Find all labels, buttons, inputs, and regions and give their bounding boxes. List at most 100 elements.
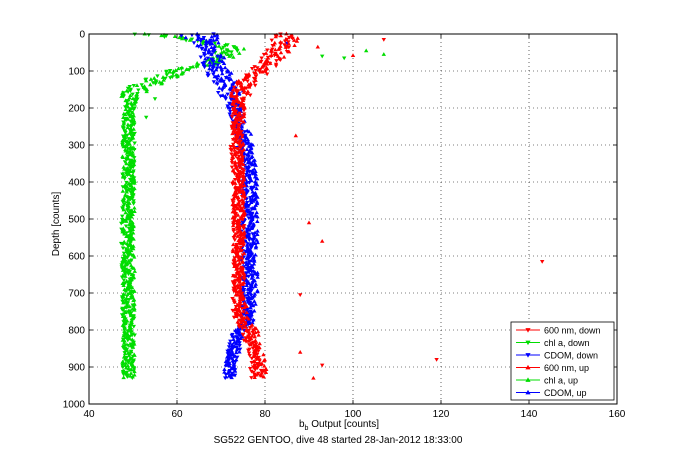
data-point [128,371,134,375]
data-point [125,104,131,109]
data-point [245,141,250,145]
data-point [127,260,132,265]
data-point [125,268,131,273]
data-point [228,77,234,81]
data-point [234,246,240,251]
data-point [255,214,260,219]
data-point [232,365,237,370]
data-point [245,249,251,254]
legend-marker [525,377,531,382]
data-point [235,169,241,174]
data-point [229,366,234,371]
data-point [221,79,226,84]
data-point [250,320,255,325]
data-point [218,94,223,99]
data-point [222,369,227,374]
data-point [132,205,137,210]
data-point [221,61,227,66]
outlier-point [320,239,325,243]
data-point [233,139,239,144]
data-point [231,229,236,234]
data-point [219,47,224,52]
data-point [241,318,246,323]
data-point [239,255,245,260]
data-point [131,189,136,194]
data-point [207,63,213,67]
data-point [233,311,239,316]
data-point [230,82,235,87]
data-point [128,145,133,150]
data-point [175,74,180,79]
data-point [225,104,230,109]
data-point [237,100,242,104]
data-point [131,162,137,167]
data-point [120,155,126,159]
data-point [121,144,126,149]
data-point [242,77,247,81]
data-point [222,367,227,372]
data-point [251,184,257,189]
data-point [234,90,240,95]
data-point [236,258,241,262]
data-point [122,330,128,334]
data-point [176,66,181,71]
data-point [246,281,252,285]
data-point [127,251,132,256]
data-point [230,182,235,187]
data-point [252,339,257,344]
data-point [246,223,252,228]
data-point [241,103,246,108]
data-point [121,119,127,124]
data-point [126,226,132,231]
outlier-point [293,133,298,138]
data-point [223,42,228,47]
y-tick-label: 700 [68,289,85,300]
data-point [284,50,290,54]
data-point [128,137,133,142]
data-point [268,48,274,53]
y-axis-label: Depth [counts] [51,192,62,257]
x-tick-label: 80 [259,409,271,420]
data-point [239,84,245,89]
data-point [276,47,281,51]
data-point [253,252,258,257]
data-point [209,34,214,39]
data-point [223,359,229,364]
data-point [235,319,240,324]
data-point [183,38,189,43]
data-point [130,110,135,115]
data-point [122,134,128,139]
data-point [120,229,125,234]
data-point [245,244,250,249]
data-point [131,201,136,206]
data-point [231,358,236,363]
data-point [123,182,128,187]
data-point [195,43,200,48]
data-point [121,340,127,345]
data-point [127,141,132,146]
data-point [216,44,222,48]
data-point [125,375,130,379]
data-point [249,289,254,293]
data-point [238,269,243,273]
data-point [233,335,239,339]
data-point [234,347,240,352]
data-point [246,316,251,321]
data-point [124,219,129,223]
data-point [227,54,232,58]
data-point [187,37,193,42]
data-point [229,371,234,376]
data-point [237,276,243,280]
data-point [231,45,236,49]
data-point [139,83,144,87]
data-point [231,278,237,283]
legend-marker [525,340,531,346]
data-point [229,161,235,165]
data-point [120,258,125,263]
data-point [190,64,196,69]
outlier-point [434,358,439,362]
data-point [237,203,243,208]
data-point [179,36,185,41]
data-point [233,274,238,278]
data-point [240,334,245,339]
